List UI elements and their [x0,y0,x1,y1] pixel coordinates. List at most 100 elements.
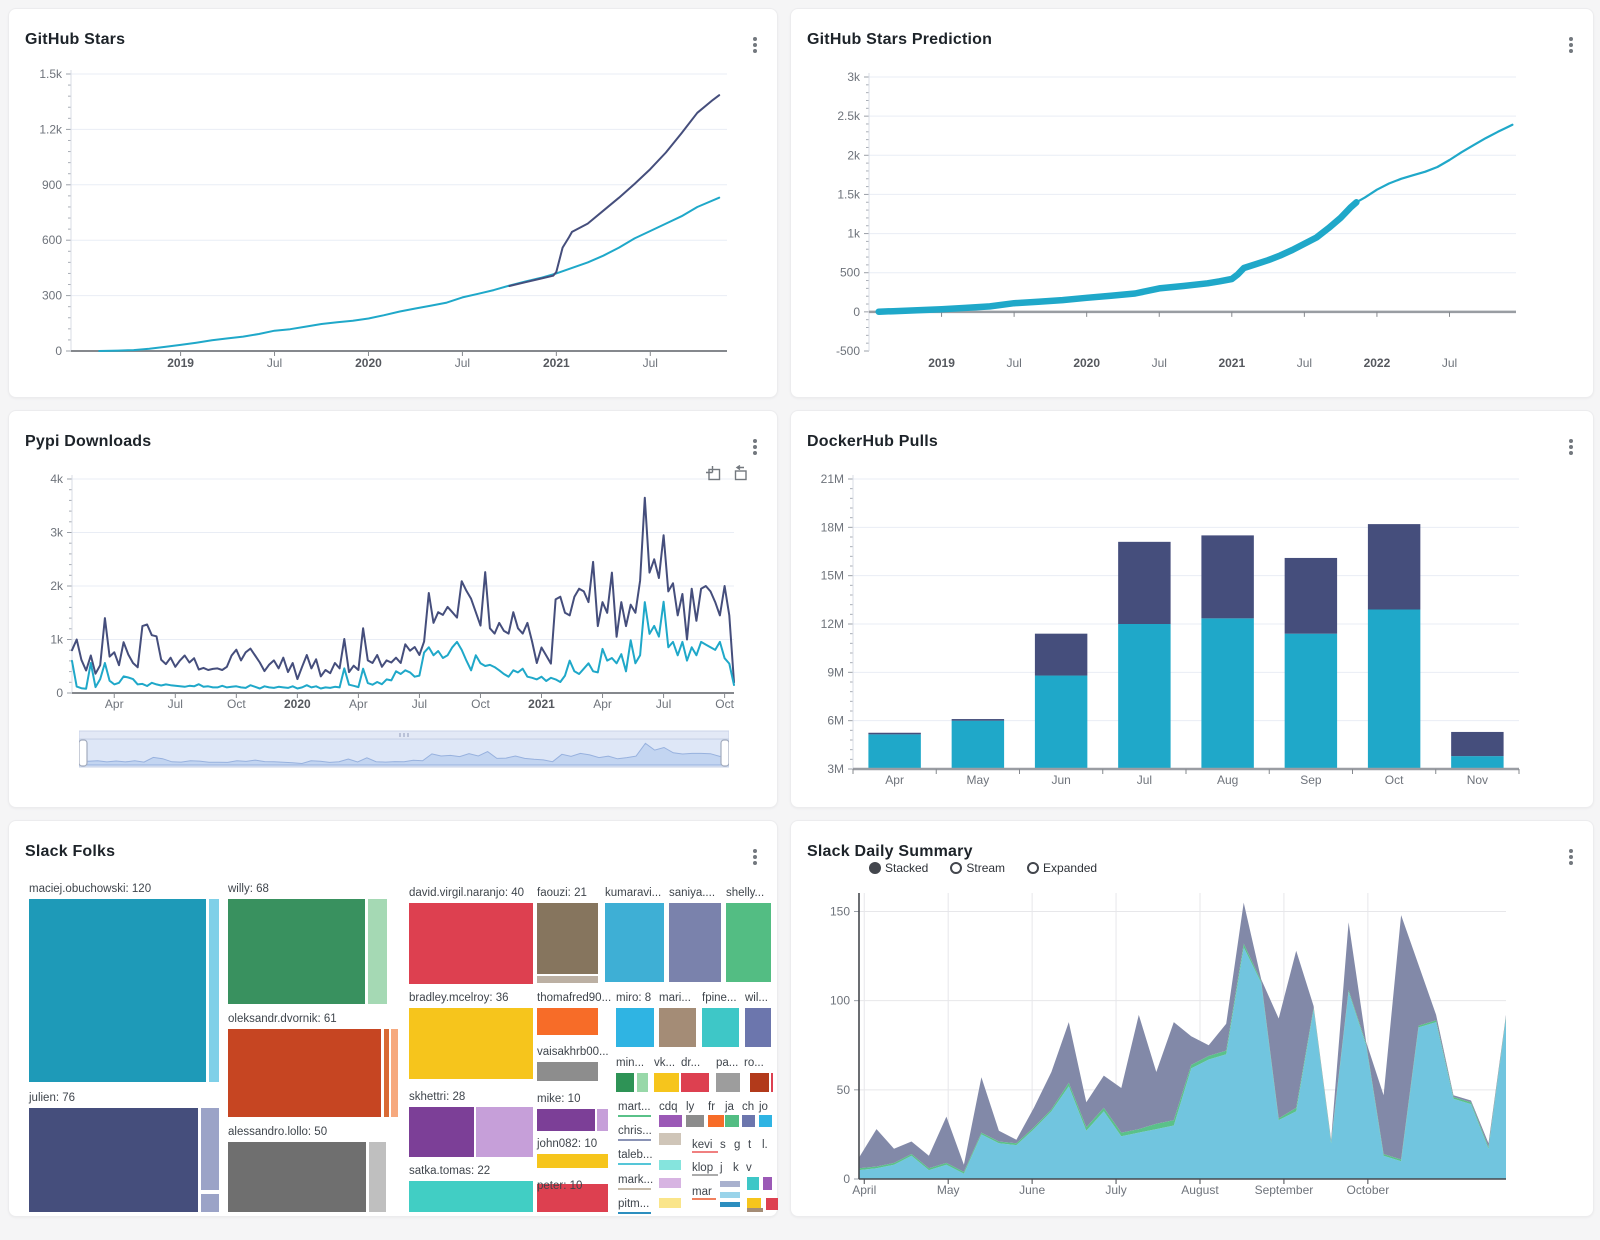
treemap-cell[interactable] [537,1008,598,1035]
range-slider-canvas[interactable] [78,729,730,771]
range-slider-handle-right[interactable] [720,739,730,767]
bar-Jul-navy [1118,541,1171,624]
treemap-cell[interactable] [537,1062,598,1081]
treemap-cell[interactable] [618,1139,651,1141]
treemap-cell[interactable] [618,1115,651,1117]
treemap-label: bradley.mcelroy: 36 [409,992,509,1004]
treemap-cell[interactable] [616,1073,634,1092]
treemap-cell[interactable] [659,1160,681,1170]
treemap-cell[interactable] [209,899,219,1082]
panel-pypi-downloads: Pypi Downloads 0 1k 2k 3k 4k Apr Jul Oct 2020 Apr… [8,410,778,808]
treemap-cell[interactable] [726,903,771,982]
treemap-cell[interactable] [228,899,365,1004]
treemap-cell[interactable] [659,1115,682,1127]
treemap-cell[interactable] [228,1029,381,1117]
legend-item-stacked[interactable]: Stacked [869,861,928,875]
treemap-cell[interactable] [384,1029,389,1117]
legend-item-stream[interactable]: Stream [950,861,1005,875]
treemap-label: david.virgil.naranjo: 40 [409,887,525,899]
treemap-cell[interactable] [759,1115,772,1127]
treemap-cell[interactable] [747,1198,761,1210]
treemap-cell[interactable] [659,1178,681,1188]
treemap-cell[interactable] [369,1142,386,1212]
zoom-reset-icon[interactable] [732,465,749,482]
treemap-cell[interactable] [763,1177,772,1190]
treemap-cell[interactable] [618,1188,651,1190]
treemap-cell[interactable] [747,1208,763,1212]
treemap-cell[interactable] [692,1174,718,1176]
treemap-cell[interactable] [659,1133,681,1145]
treemap-cell[interactable] [616,1008,654,1047]
treemap-cell[interactable] [745,1008,771,1047]
treemap-cell[interactable] [637,1073,648,1092]
treemap-cell[interactable] [708,1115,724,1127]
treemap-cell[interactable] [409,903,533,984]
treemap-cell[interactable] [742,1115,755,1127]
kebab-menu-icon[interactable] [751,33,759,57]
treemap-cell[interactable] [368,899,387,1004]
treemap-cell[interactable] [771,1073,773,1092]
treemap-cell[interactable] [201,1108,219,1190]
treemap-cell[interactable] [654,1073,679,1092]
svg-text:2021: 2021 [528,697,555,711]
treemap-cell[interactable] [605,903,664,982]
treemap-cell[interactable] [618,1212,651,1214]
kebab-menu-icon[interactable] [751,845,759,869]
treemap-label: mart... [618,1101,651,1113]
treemap-cell[interactable] [409,1008,533,1079]
treemap-cell[interactable] [391,1029,398,1117]
treemap-cell[interactable] [29,1108,198,1212]
svg-text:Jul: Jul [455,356,470,370]
treemap-cell[interactable] [537,1109,595,1131]
treemap-cell[interactable] [476,1107,533,1157]
kebab-menu-icon[interactable] [1567,435,1575,459]
treemap-cell[interactable] [29,899,206,1082]
treemap-cell[interactable] [720,1192,740,1198]
treemap-label: ly [686,1101,695,1113]
treemap-cell[interactable] [537,1154,608,1168]
treemap-cell[interactable] [597,1109,608,1131]
treemap-cell[interactable] [409,1107,474,1157]
treemap-cell[interactable] [537,1184,608,1212]
svg-text:50: 50 [837,1083,851,1097]
treemap-cell[interactable] [720,1181,740,1187]
zoom-select-icon[interactable] [705,465,722,482]
legend-label: Stacked [885,861,929,875]
kebab-menu-icon[interactable] [1567,33,1575,57]
range-slider-handle-left[interactable] [78,739,88,767]
line-series-prediction [1355,123,1514,204]
treemap-cell[interactable] [766,1198,778,1210]
treemap-cell[interactable] [692,1198,716,1200]
svg-text:June: June [1019,1183,1045,1197]
treemap-cell[interactable] [409,1181,533,1212]
treemap-cell[interactable] [692,1151,718,1153]
treemap-cell[interactable] [669,903,721,982]
treemap-cell[interactable] [618,1163,651,1165]
treemap-cell[interactable] [659,1198,681,1208]
bar-May-navy [951,719,1005,721]
svg-text:Jun: Jun [1051,773,1070,787]
treemap-cell[interactable] [686,1115,704,1127]
treemap-label: k [733,1162,739,1174]
time-range-slider[interactable] [78,729,730,771]
kebab-menu-icon[interactable] [751,435,759,459]
treemap-cell[interactable] [725,1115,739,1127]
chart-canvas: 0 1k 2k 3k 4k Apr Jul Oct 2020 Apr Jul Oct 2021 Apr Ju… [50,472,735,711]
treemap-cell[interactable] [201,1194,219,1212]
treemap-cell[interactable] [702,1008,739,1047]
treemap-cell[interactable] [537,976,598,983]
treemap-cell[interactable] [537,903,598,974]
panel-title: GitHub Stars [25,31,126,48]
kebab-menu-icon[interactable] [1567,845,1575,869]
treemap-cell[interactable] [720,1202,740,1207]
treemap-cell[interactable] [750,1073,769,1092]
treemap-cell[interactable] [681,1073,709,1092]
treemap-label: wil... [745,992,768,1004]
treemap-cell[interactable] [228,1142,366,1212]
treemap-label: oleksandr.dvornik: 61 [228,1013,337,1025]
treemap-cell[interactable] [716,1073,740,1092]
treemap-cell[interactable] [747,1177,759,1190]
treemap-cell[interactable] [659,1008,696,1047]
treemap-label: chris... [618,1125,652,1137]
legend-item-expanded[interactable]: Expanded [1027,861,1097,875]
